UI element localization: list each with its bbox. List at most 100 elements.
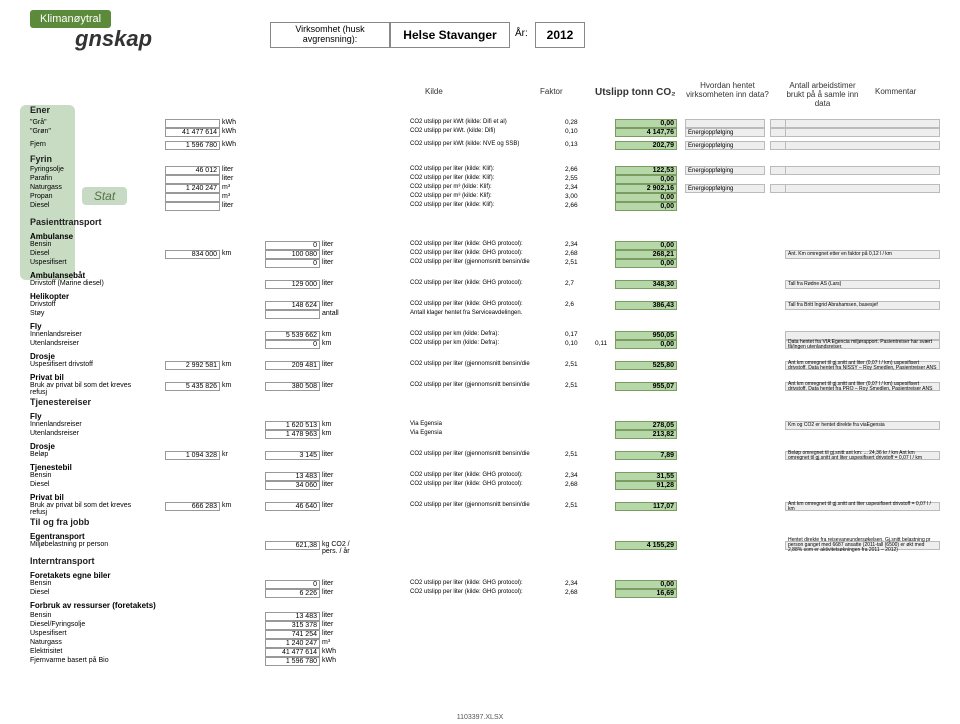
value-1[interactable]: 834 000 [165,250,220,259]
value-2[interactable]: 41 477 614 [265,648,320,657]
value-2[interactable]: 3 145 [265,451,320,460]
data-row: Uspesifisert drivstoff2 992 581km209 481… [30,361,930,370]
data-source[interactable] [685,119,765,128]
row-label: Uspesifisert [30,630,150,637]
value-1[interactable] [165,119,220,128]
data-row: Bruk av privat bil som det kreves refusj… [30,502,930,511]
value-2[interactable]: 0 [265,241,320,250]
value-1[interactable]: 41 477 614 [165,128,220,137]
row-label: Uspesifisert drivstoff [30,361,150,368]
row-label: Diesel [30,202,150,209]
value-2[interactable]: 0 [265,580,320,589]
value-2[interactable]: 741 254 [265,630,320,639]
faktor-value: 2,51 [565,382,595,389]
data-row: Propanm³CO2 utslipp per m³ (kilde: Klif)… [30,193,930,202]
kilde-text: CO2 utslipp per liter (gjennomsnitt bens… [410,451,570,457]
comment-box[interactable]: Data hentet fra VIA Egencia miljørapport… [785,340,940,349]
row-label: Bruk av privat bil som det kreves refusj [30,382,150,396]
section-heading: Interntransport [30,556,930,565]
data-row: Utenlandsreiser1 478 963kmVia Egensia213… [30,430,930,439]
data-row: Beløp1 094 328kr3 145literCO2 utslipp pe… [30,451,930,460]
kilde-text: CO2 utslipp per liter (gjennomsnitt bens… [410,382,570,388]
value-2[interactable]: 1 240 247 [265,639,320,648]
comment-box[interactable] [785,141,940,150]
row-label: Fjernvarme basert på Bio [30,657,150,664]
value-1[interactable]: 1 596 780 [165,141,220,150]
value-2[interactable]: 1 596 780 [265,657,320,666]
data-row: ParafinliterCO2 utslipp per liter (kilde… [30,175,930,184]
comment-box[interactable]: Tall fra Britt Ingrid Abrahamsen, basesj… [785,301,940,310]
value-2[interactable]: 34 060 [265,481,320,490]
section-heading: Pasienttransport [30,217,930,226]
row-label: "Grøn" [30,128,150,135]
row-label: Diesel [30,481,150,488]
data-source[interactable]: Energioppfølging [685,141,765,150]
kilde-text: CO2 utslipp per liter (kilde: GHG protoc… [410,472,570,478]
row-label: Propan [30,193,150,200]
comment-box[interactable]: Tall fra Rødne AS (Lars) [785,280,940,289]
value-2[interactable]: 209 481 [265,361,320,370]
value-2[interactable] [265,310,320,319]
data-source[interactable]: Energioppfølging [685,166,765,175]
value-2[interactable]: 315 378 [265,621,320,630]
value-1[interactable]: 1 094 328 [165,451,220,460]
data-row: Fjern1 596 780kWhCO2 utslipp per kWt (ki… [30,141,930,150]
value-2[interactable]: 148 624 [265,301,320,310]
value-2[interactable]: 5 539 662 [265,331,320,340]
comment-box[interactable]: Hentet direkte fra reisevaneundersøkelse… [785,541,940,550]
comment-box[interactable] [785,119,940,128]
value-2[interactable]: 1 620 513 [265,421,320,430]
comment-box[interactable]: Ant km omregnet til gj.snitt ant liter (… [785,382,940,391]
comment-box[interactable]: Ant km omregnet til gj.snitt ant liter u… [785,502,940,511]
value-1[interactable]: 2 992 581 [165,361,220,370]
row-label: Bensin [30,472,150,479]
value-1[interactable]: 46 012 [165,166,220,175]
comment-box[interactable]: Beløp omregnet til gj.snitt ant km: ... … [785,451,940,460]
comment-box[interactable] [785,128,940,137]
unit-2: km [322,331,362,338]
value-2[interactable]: 0 [265,259,320,268]
row-label: Elektrisitet [30,648,150,655]
value-1[interactable]: 1 240 247 [165,184,220,193]
value-1[interactable]: 5 435 826 [165,382,220,391]
co2-value: 268,21 [615,250,677,259]
value-2[interactable]: 6 226 [265,589,320,598]
comment-box[interactable]: Ant. Km omregnet etter en faktor på 0,12… [785,250,940,259]
data-row: "Grøn"41 477 614kWhCO2 utslipp per kWt. … [30,128,930,137]
col-data: Hvordan hentet virksomheten inn data? [685,82,770,100]
col-faktor: Faktor [540,88,563,97]
co2-value: 0,00 [615,259,677,268]
co2-value: 0,00 [615,580,677,589]
value-2[interactable]: 46 640 [265,502,320,511]
value-1[interactable] [165,193,220,202]
comment-box[interactable]: Ant km omregnet til gj.snitt ant liter (… [785,361,940,370]
unit-2: liter [322,250,362,257]
unit-2: liter [322,361,362,368]
kilde-text: CO2 utslipp per liter (kilde: GHG protoc… [410,589,570,595]
co2-value: 0,00 [615,193,677,202]
data-source[interactable]: Energioppfølging [685,128,765,137]
unit-2: kWh [322,657,362,664]
value-2[interactable]: 13 483 [265,472,320,481]
value-2[interactable]: 0 [265,340,320,349]
value-1[interactable]: 666 283 [165,502,220,511]
comment-box[interactable] [785,166,940,175]
comment-box[interactable] [785,184,940,193]
co2-value: 0,00 [615,340,677,349]
comment-box[interactable]: Km og CO2 er hentet direkte fra viaEgens… [785,421,940,430]
faktor-value: 0,28 [565,119,595,126]
value-1[interactable] [165,175,220,184]
data-source[interactable]: Energioppfølging [685,184,765,193]
unit-2: km [322,430,362,437]
value-1[interactable] [165,202,220,211]
unit-2: liter [322,621,362,628]
data-row: Bensin0literCO2 utslipp per liter (kilde… [30,241,930,250]
value-2[interactable]: 1 478 963 [265,430,320,439]
value-2[interactable]: 13 483 [265,612,320,621]
value-2[interactable]: 100 080 [265,250,320,259]
value-2[interactable]: 380 508 [265,382,320,391]
value-2[interactable]: 129 000 [265,280,320,289]
data-row: Utenlandsreiser0kmCO2 utslipp per km (ki… [30,340,930,349]
value-2[interactable]: 621,38 [265,541,320,550]
data-row: Fyringsolje46 012literCO2 utslipp per li… [30,166,930,175]
